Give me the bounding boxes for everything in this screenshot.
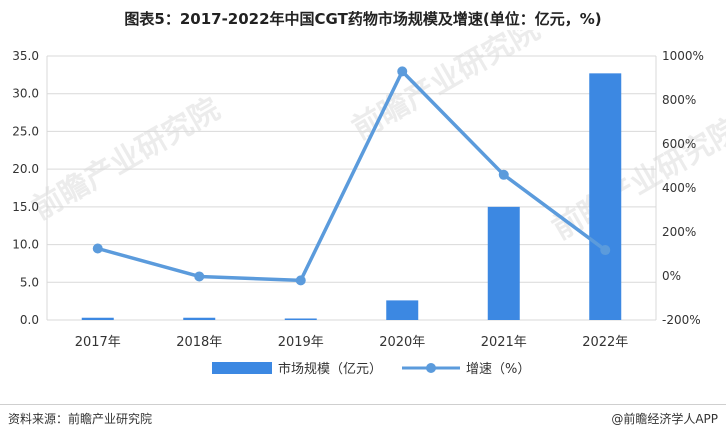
- gridlines: [47, 55, 656, 321]
- growth-point: [498, 169, 509, 180]
- growth-line: [97, 69, 607, 283]
- footer-divider: [0, 404, 726, 405]
- legend-line-marker: [426, 363, 436, 373]
- y-right-tick-label: 600%: [662, 137, 696, 151]
- legend-line-label: 增速（%）: [466, 362, 530, 377]
- growth-point: [194, 271, 205, 282]
- y-left-tick-label: 15.0: [12, 200, 39, 214]
- bar: [386, 300, 419, 320]
- y-left-tick-label: 20.0: [12, 162, 39, 176]
- y-right-tick-label: 800%: [662, 93, 696, 107]
- bar: [81, 317, 114, 320]
- y-right-tick-label: 1000%: [662, 49, 704, 63]
- y-right-tick-label: 200%: [662, 225, 696, 239]
- bar: [183, 317, 216, 320]
- chart: 前瞻产业研究院 前瞻产业研究院 前瞻产业研究院 0.05.010.015.020…: [12, 30, 726, 377]
- y-right-tick-label: 400%: [662, 181, 696, 195]
- x-tick-label: 2019年: [278, 335, 324, 350]
- bar: [589, 73, 622, 320]
- x-tick-label: 2018年: [176, 335, 222, 350]
- growth-point: [92, 243, 103, 254]
- y-left-tick-label: 10.0: [12, 238, 39, 252]
- y-left-tick-label: 30.0: [12, 87, 39, 101]
- brand-label: @前瞻经济学人APP: [611, 412, 718, 426]
- growth-point: [600, 245, 611, 256]
- source-note: 资料来源：前瞻产业研究院: [8, 412, 153, 426]
- growth-point: [295, 275, 306, 286]
- x-tick-label: 2021年: [481, 335, 527, 350]
- bar-series: [81, 73, 622, 320]
- bar: [284, 318, 317, 320]
- line-series: [92, 66, 611, 286]
- y-right-tick-label: 0%: [662, 269, 681, 283]
- legend-bar-label: 市场规模（亿元）: [278, 361, 382, 377]
- bar: [487, 206, 520, 320]
- growth-point: [397, 66, 408, 77]
- y-right-tick-label: -200%: [662, 313, 701, 327]
- axes: 0.0 5.0 10.0 15.0 20.0 25.0 30.0 35.0 -200% 0% 200…: [12, 49, 704, 350]
- x-tick-label: 2017年: [75, 335, 121, 350]
- legend: 市场规模（亿元） 增速（%）: [212, 361, 530, 377]
- legend-bar-swatch: [212, 362, 272, 374]
- y-left-tick-label: 0.0: [20, 313, 39, 327]
- y-left-tick-label: 35.0: [12, 49, 39, 63]
- y-left-tick-label: 5.0: [20, 275, 39, 289]
- chart-title: 图表5：2017-2022年中国CGT药物市场规模及增速(单位：亿元，%): [124, 10, 602, 28]
- x-tick-label: 2022年: [582, 335, 628, 350]
- y-left-tick-label: 25.0: [12, 124, 39, 138]
- watermark-text: 前瞻产业研究院: [347, 30, 546, 147]
- x-tick-label: 2020年: [379, 335, 425, 350]
